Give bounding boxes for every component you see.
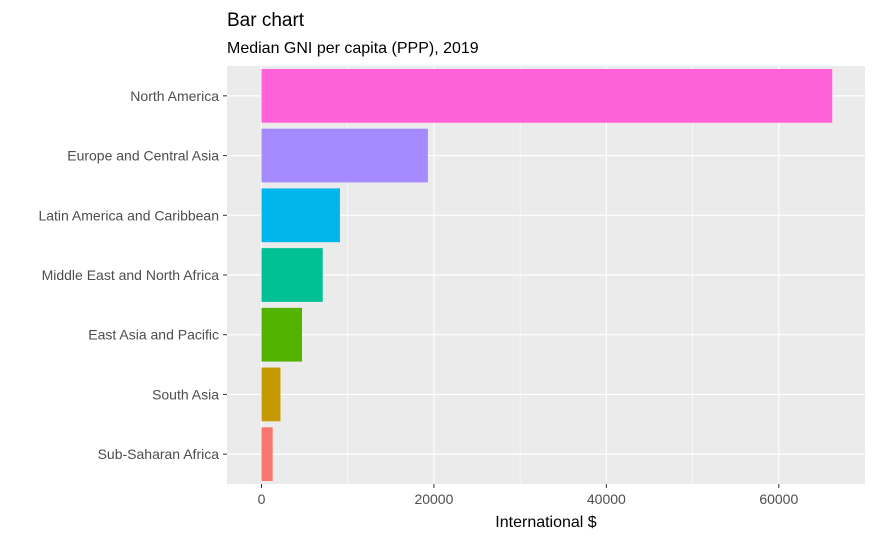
bars: [261, 68, 833, 482]
y-tick-label: East Asia and Pacific: [88, 327, 219, 343]
bar: [261, 128, 428, 183]
y-axis: North America Europe and Central Asia Lati…: [38, 88, 227, 462]
x-axis: 0 20000 40000 60000: [258, 484, 798, 507]
y-tick-label: Sub-Saharan Africa: [98, 446, 220, 462]
y-tick-label: Latin America and Caribbean: [38, 207, 219, 223]
bar: [261, 188, 340, 243]
bar: [261, 307, 303, 362]
bar: [261, 68, 833, 123]
y-tick-label: North America: [130, 88, 219, 104]
bar: [261, 427, 273, 482]
bar: [261, 248, 323, 302]
bar: [261, 367, 281, 422]
chart-title: Bar chart: [227, 10, 305, 31]
x-tick-label: 20000: [414, 491, 453, 507]
y-tick-label: South Asia: [152, 386, 219, 402]
y-tick-label: Middle East and North Africa: [42, 267, 220, 283]
x-tick-label: 40000: [587, 491, 626, 507]
x-tick-label: 60000: [759, 491, 798, 507]
x-tick-label: 0: [258, 491, 266, 507]
x-axis-title: International $: [495, 514, 597, 531]
chart-subtitle: Median GNI per capita (PPP), 2019: [227, 40, 479, 57]
y-tick-label: Europe and Central Asia: [67, 148, 219, 164]
